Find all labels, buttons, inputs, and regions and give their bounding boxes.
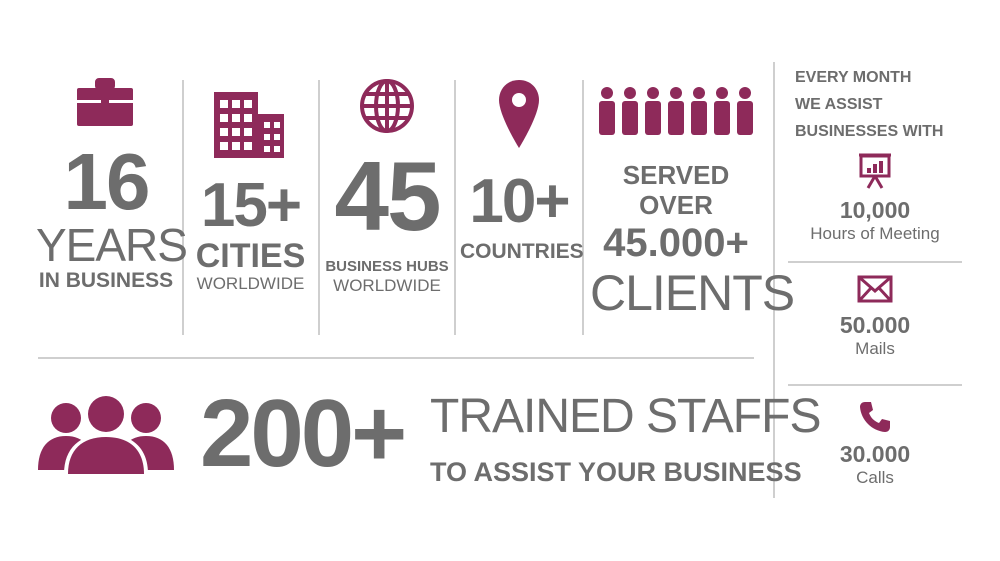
envelope-icon [857, 275, 893, 303]
location-pin-icon [499, 80, 539, 148]
mails-value: 50.000 [839, 312, 911, 338]
divider-2 [318, 80, 320, 335]
monthly-heading-line3: BUSINESSES WITH [795, 123, 944, 140]
buildings-icon [214, 92, 284, 158]
divider-monthly-2 [788, 384, 962, 386]
staff-number: 200+ [200, 380, 407, 487]
divider-4 [582, 80, 584, 335]
cities-label: CITIES [195, 237, 306, 275]
cities-number: 15+ [200, 171, 302, 240]
globe-icon [360, 79, 414, 133]
clients-line3: CLIENTS [590, 265, 795, 321]
divider-horizontal [38, 357, 754, 359]
monthly-heading-line2: WE ASSIST [795, 96, 883, 113]
hubs-sublabel: WORLDWIDE [333, 276, 441, 295]
meetings-value: 10,000 [839, 197, 911, 223]
years-label: YEARS [36, 219, 188, 271]
staff-line2: TO ASSIST YOUR BUSINESS [430, 457, 802, 487]
presentation-board-icon [859, 153, 891, 189]
hubs-number: 45 [334, 141, 441, 251]
calls-label: Calls [856, 468, 894, 487]
people-row-icon [599, 87, 753, 135]
hubs-label: BUSINESS HUBS [325, 258, 449, 275]
meetings-label: Hours of Meeting [810, 224, 940, 243]
briefcase-icon [77, 78, 133, 126]
monthly-item-mails: 50.000 Mails [790, 275, 960, 359]
divider-1 [182, 80, 184, 335]
countries-stat: 10+ COUNTRIES [460, 78, 584, 264]
staff-line1: TRAINED STAFFS [430, 390, 821, 443]
years-sublabel: IN BUSINESS [38, 269, 174, 292]
countries-number: 10+ [469, 167, 570, 236]
mails-label: Mails [855, 339, 895, 358]
divider-right [773, 62, 775, 498]
clients-stat: SERVED OVER 45.000+ CLIENTS [590, 84, 795, 321]
phone-icon [860, 402, 890, 432]
monthly-item-calls: 30.000 Calls [790, 400, 960, 488]
calls-value: 30.000 [839, 441, 911, 467]
divider-3 [454, 80, 456, 335]
countries-label: COUNTRIES [460, 240, 584, 263]
team-icon [38, 393, 174, 474]
clients-line1: SERVED OVER [622, 160, 730, 220]
hubs-stat: 45 BUSINESS HUBS WORLDWIDE [324, 78, 450, 296]
cities-sublabel: WORLDWIDE [196, 274, 305, 293]
monthly-heading-line1: EVERY MONTH [795, 69, 912, 86]
monthly-item-meetings: 10,000 Hours of Meeting [790, 152, 960, 244]
monthly-heading: EVERY MONTH WE ASSIST BUSINESSES WITH [795, 64, 943, 145]
clients-line2: 45.000+ [603, 221, 749, 265]
divider-monthly-1 [788, 261, 962, 263]
cities-stat: 15+ CITIES WORLDWIDE [188, 78, 313, 294]
years-number: 16 [63, 137, 151, 226]
years-stat: 16 YEARS IN BUSINESS [36, 78, 188, 294]
